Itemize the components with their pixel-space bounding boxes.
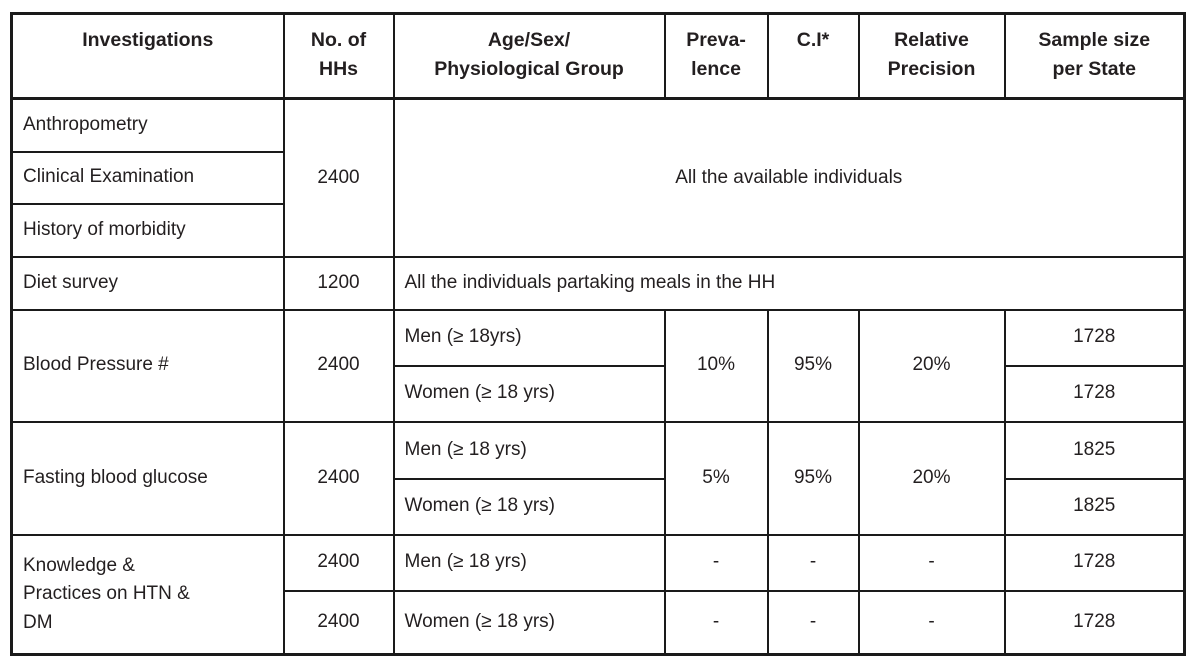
- cell-fbg-investigation: Fasting blood glucose: [10, 420, 285, 536]
- sampling-design-table: Investigations No. of HHs Age/Sex/ Physi…: [10, 12, 1186, 656]
- header-investigations: Investigations: [10, 12, 285, 100]
- cell-anthro-hhs: 2400: [282, 97, 395, 258]
- cell-kp-women-sample: 1728: [1003, 589, 1186, 656]
- header-prevalence: Preva- lence: [663, 12, 769, 100]
- cell-kp-men-hhs: 2400: [282, 533, 395, 592]
- cell-kp-men-sample: 1728: [1003, 533, 1186, 592]
- cell-fbg-sample-women: 1825: [1003, 477, 1186, 536]
- table-row: Diet survey 1200 All the individuals par…: [10, 255, 1186, 311]
- cell-fbg-hhs: 2400: [282, 420, 395, 536]
- header-no-of-hhs: No. of HHs: [282, 12, 395, 100]
- cell-kp-men-ci: -: [766, 533, 860, 592]
- cell-fbg-rel-precision: 20%: [857, 420, 1006, 536]
- cell-anthro-note: All the available individuals: [392, 97, 1186, 258]
- cell-bp-prevalence: 10%: [663, 308, 769, 423]
- cell-bp-men: Men (≥ 18yrs): [392, 308, 666, 367]
- cell-kp-investigation: Knowledge & Practices on HTN & DM: [10, 533, 285, 656]
- table-row: Clinical Examination: [10, 150, 1185, 205]
- cell-diet-note: All the individuals partaking meals in t…: [392, 255, 1186, 311]
- cell-history-of-morbidity: History of morbidity: [10, 202, 285, 258]
- cell-fbg-men: Men (≥ 18 yrs): [392, 420, 666, 480]
- cell-kp-women-prevalence: -: [663, 589, 769, 656]
- cell-fbg-ci: 95%: [766, 420, 860, 536]
- cell-kp-women-hhs: 2400: [282, 589, 395, 656]
- header-sample-size: Sample size per State: [1003, 12, 1186, 100]
- table-row: Women (≥ 18 yrs) 1825: [12, 477, 1186, 536]
- cell-fbg-sample-men: 1825: [1003, 420, 1186, 480]
- cell-diet-hhs: 1200: [282, 255, 395, 311]
- cell-fbg-women: Women (≥ 18 yrs): [392, 477, 666, 536]
- cell-kp-women: Women (≥ 18 yrs): [392, 589, 666, 656]
- table-row: Knowledge & Practices on HTN & DM 2400 M…: [10, 533, 1186, 656]
- table-row: Women (≥ 18 yrs) 1728: [12, 364, 1186, 423]
- table-row: Fasting blood glucose 2400 Men (≥ 18 yrs…: [10, 420, 1186, 536]
- header-row: Investigations No. of HHs Age/Sex/ Physi…: [10, 12, 1186, 100]
- cell-clinical-examination: Clinical Examination: [10, 150, 285, 205]
- cell-bp-ci: 95%: [766, 308, 860, 423]
- header-age-sex-group: Age/Sex/ Physiological Group: [392, 12, 666, 100]
- cell-bp-women: Women (≥ 18 yrs): [392, 364, 666, 423]
- cell-anthropometry: Anthropometry: [10, 97, 285, 153]
- table-row: Blood Pressure # 2400 Men (≥ 18yrs) 10% …: [10, 308, 1186, 423]
- cell-fbg-prevalence: 5%: [663, 420, 769, 536]
- cell-bp-sample-men: 1728: [1003, 308, 1186, 367]
- cell-kp-men: Men (≥ 18 yrs): [392, 533, 666, 592]
- cell-kp-women-ci: -: [766, 589, 860, 656]
- header-ci: C.I*: [766, 12, 860, 100]
- table-row: Anthropometry 2400 All the available ind…: [10, 97, 1186, 258]
- cell-kp-women-rel-precision: -: [857, 589, 1006, 656]
- cell-kp-men-prevalence: -: [663, 533, 769, 592]
- cell-diet-survey: Diet survey: [10, 255, 285, 311]
- cell-bp-rel-precision: 20%: [857, 308, 1006, 423]
- table-row: History of morbidity: [10, 202, 1185, 258]
- cell-kp-men-rel-precision: -: [857, 533, 1006, 592]
- header-relative-precision: Relative Precision: [857, 12, 1006, 100]
- cell-bp-investigation: Blood Pressure #: [10, 308, 285, 423]
- cell-bp-sample-women: 1728: [1003, 364, 1186, 423]
- table-row: 2400 Women (≥ 18 yrs) - - - 1728: [12, 589, 1186, 656]
- cell-bp-hhs: 2400: [282, 308, 395, 423]
